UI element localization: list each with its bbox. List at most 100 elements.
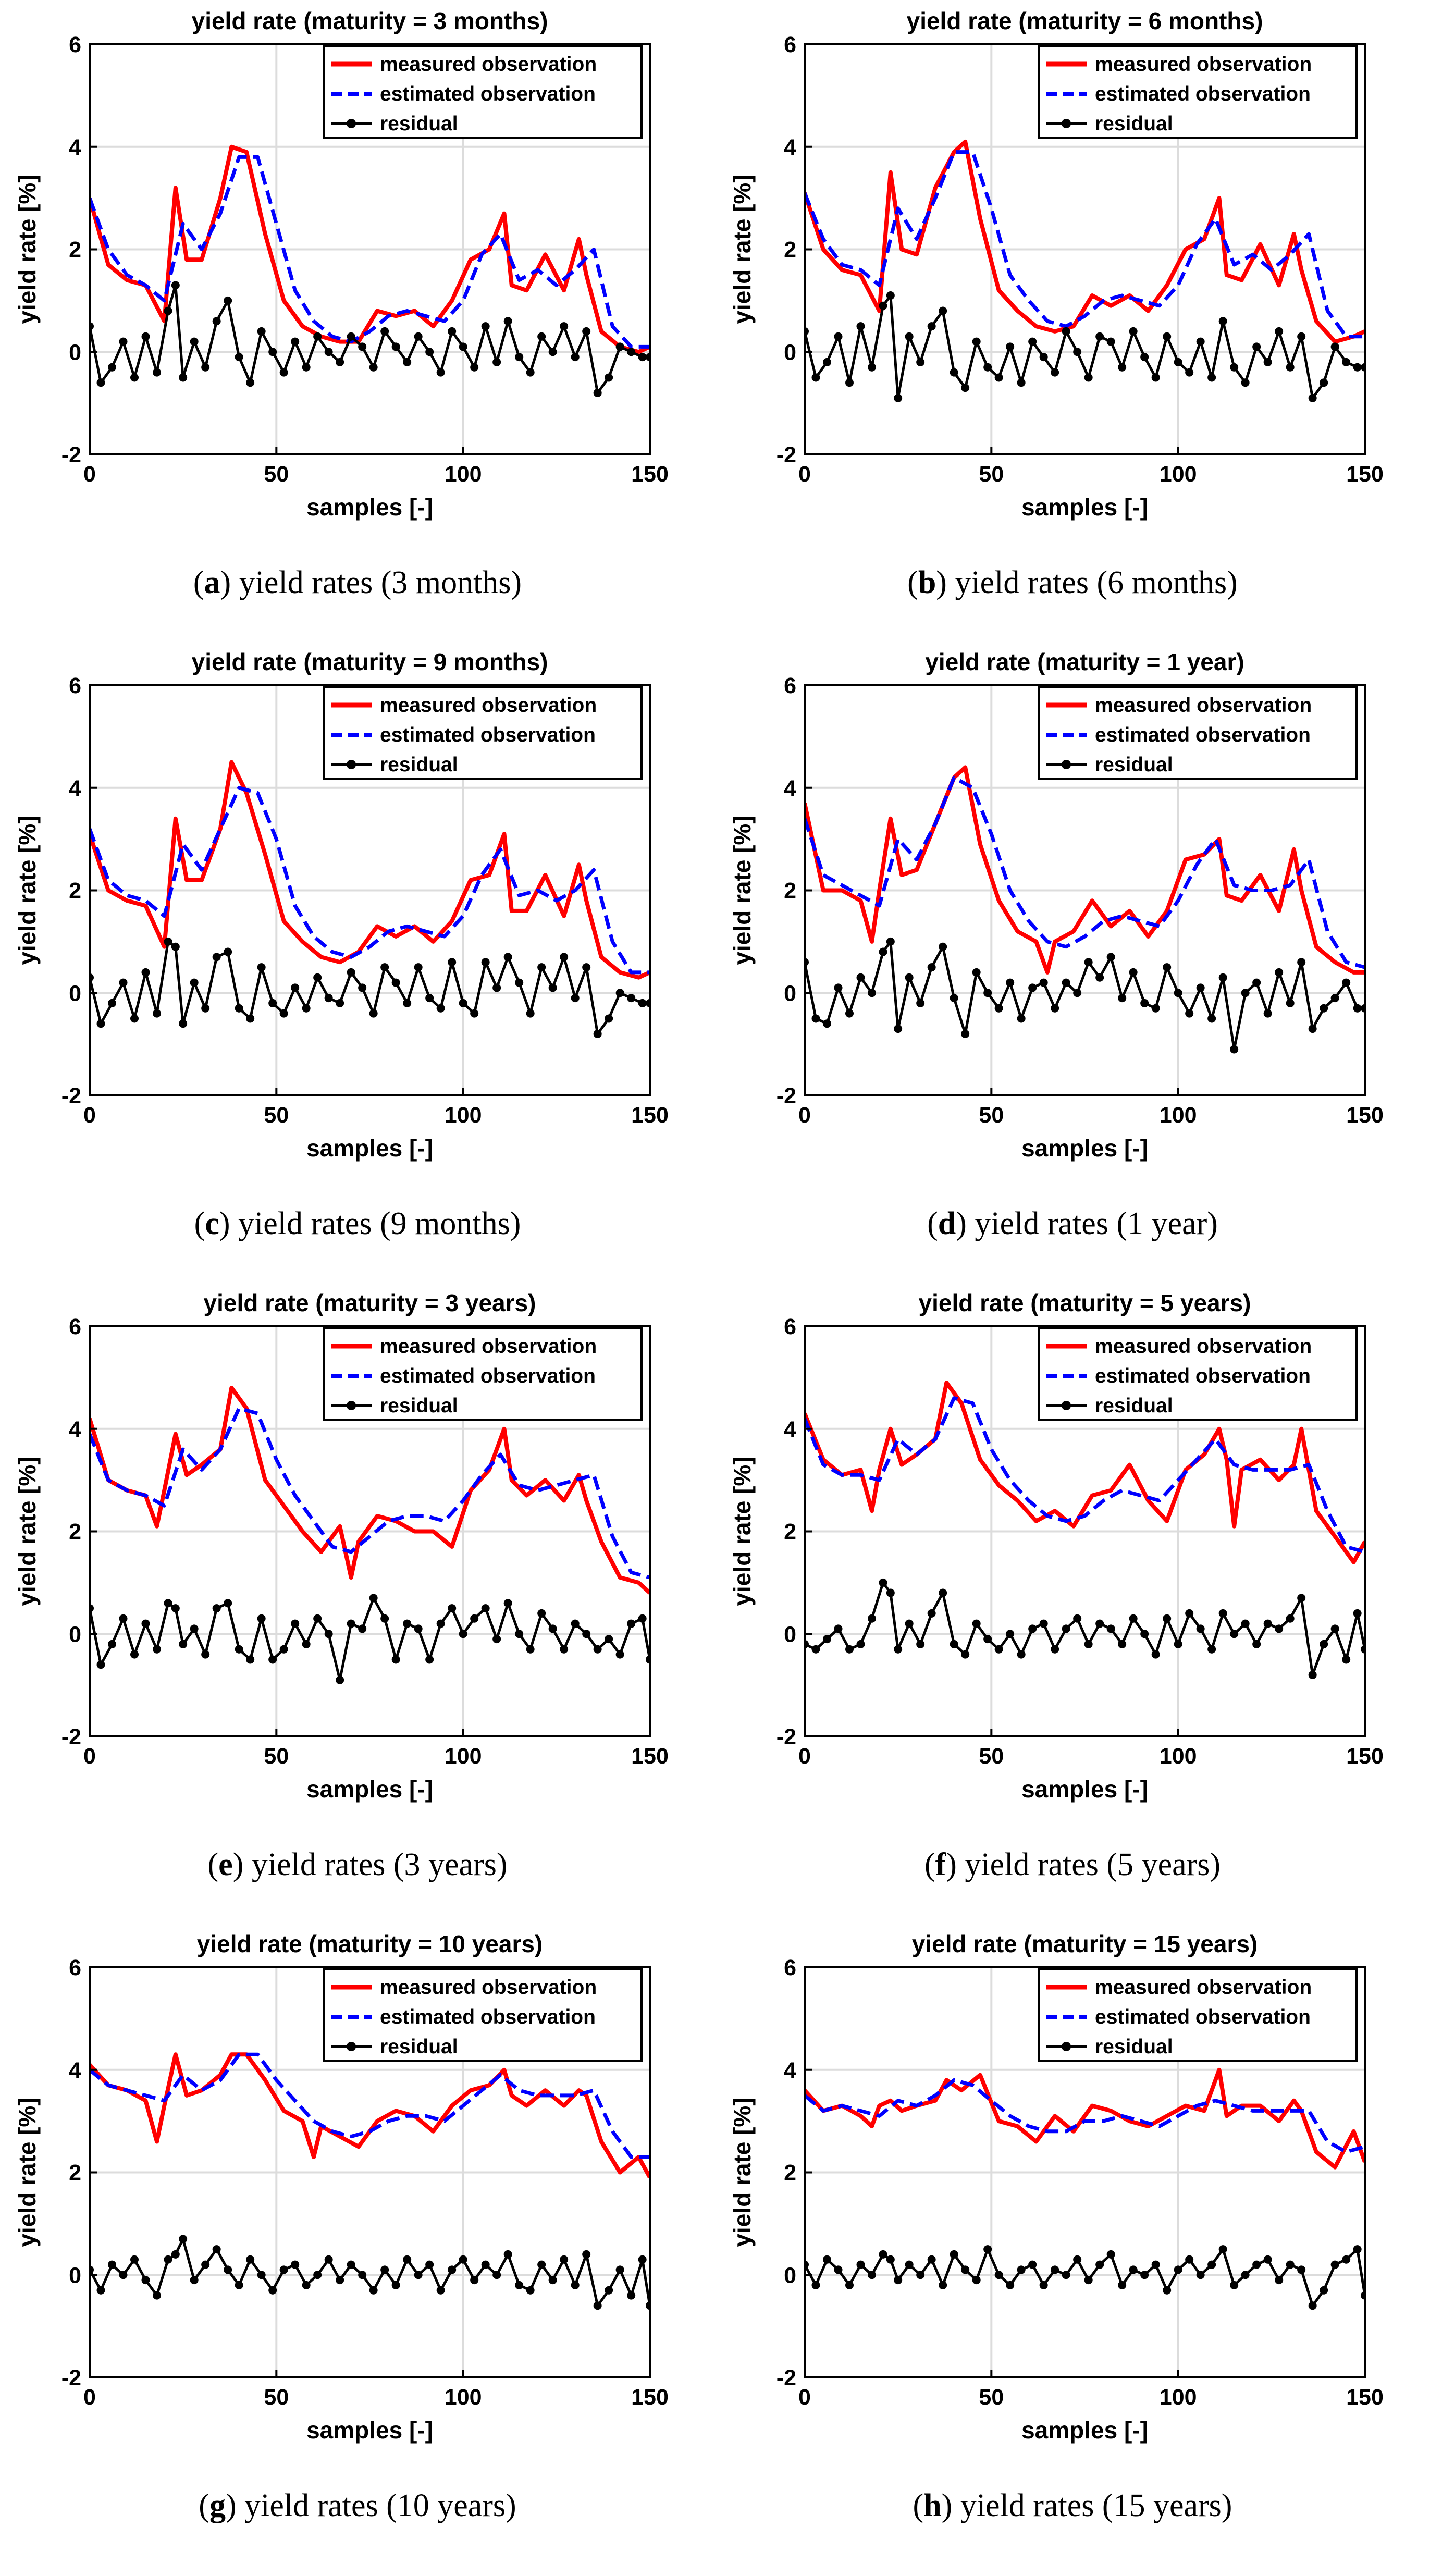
chart-panel-c: 0 50 100 150 -2 0 2 4 6 yield rate (maturity = 9 …	[0, 641, 715, 1282]
legend: measured observation estimated observatio…	[323, 686, 643, 780]
series-line-measured-observation	[805, 1381, 1365, 1564]
residual-point	[845, 2281, 854, 2289]
x-tick-label: 50	[264, 1744, 289, 1769]
residual-point	[212, 317, 221, 326]
x-tick-label: 0	[798, 462, 811, 487]
residual-point	[526, 1009, 535, 1018]
residual-point	[1106, 1624, 1115, 1633]
residual-point	[845, 1645, 854, 1654]
residual-point	[224, 1599, 232, 1608]
residual-point	[615, 989, 624, 997]
legend-marker	[1062, 1401, 1071, 1410]
residual-point	[164, 937, 172, 946]
residual-point	[171, 281, 180, 290]
x-tick-label: 150	[1346, 1744, 1384, 1769]
y-tick-label: 0	[784, 1622, 796, 1647]
residual-point	[886, 937, 895, 946]
residual-point	[1241, 1619, 1250, 1628]
residual-point	[358, 2271, 367, 2279]
caption-letter: a	[204, 565, 220, 600]
residual-point	[515, 1630, 524, 1638]
residual-point	[638, 2255, 647, 2264]
legend-marker	[347, 119, 356, 128]
residual-point	[1286, 1614, 1295, 1623]
legend: measured observation estimated observatio…	[323, 45, 643, 139]
residual-point	[1140, 353, 1149, 362]
residual-point	[246, 1655, 255, 1664]
residual-point	[369, 363, 378, 372]
caption-text: yield rates (6 months)	[955, 565, 1238, 600]
residual-point	[983, 2245, 992, 2254]
y-axis-label: yield rate [%]	[14, 175, 41, 324]
residual-point	[302, 2281, 311, 2289]
x-tick-label: 100	[445, 1103, 482, 1128]
series-line-estimated-observation	[90, 1406, 650, 1580]
residual-point	[593, 1029, 602, 1038]
x-axis-label: samples [-]	[306, 1135, 433, 1162]
x-tick-label: 100	[445, 1744, 482, 1769]
x-tick-label: 100	[445, 2385, 482, 2410]
residual-point	[868, 1614, 876, 1623]
legend-box	[1038, 686, 1358, 780]
legend-box	[323, 1968, 643, 2062]
residual-point	[503, 1599, 512, 1608]
series-line-residual	[90, 284, 650, 395]
legend-entry: measured observation	[380, 53, 597, 76]
y-tick-label: 4	[69, 1417, 81, 1442]
series-line-residual	[805, 2248, 1365, 2307]
series-line-residual	[90, 2237, 650, 2307]
residual-point	[1308, 2301, 1317, 2310]
legend-entry: residual	[380, 113, 458, 135]
caption-text: yield rates (5 years)	[965, 1847, 1221, 1882]
residual-point	[1084, 1640, 1093, 1648]
residual-point	[1017, 2265, 1026, 2274]
y-axis-label: yield rate [%]	[729, 816, 756, 965]
residual-point	[834, 983, 843, 992]
residual-point	[1330, 342, 1339, 351]
legend-entry: residual	[380, 2036, 458, 2058]
residual-point	[560, 1645, 569, 1654]
residual-point	[1330, 2260, 1339, 2269]
residual-point	[403, 1619, 412, 1628]
residual-point	[927, 963, 936, 972]
residual-point	[811, 1645, 820, 1654]
residual-point	[380, 963, 389, 972]
legend-entry: measured observation	[380, 1335, 597, 1358]
legend-entry: residual	[1095, 754, 1173, 776]
residual-point	[994, 1645, 1003, 1654]
residual-point	[257, 1614, 266, 1623]
residual-point	[856, 322, 865, 331]
series-group	[805, 765, 1365, 1054]
residual-point	[811, 373, 820, 382]
residual-point	[268, 1655, 277, 1664]
residual-point	[1218, 317, 1227, 326]
series-group	[90, 2052, 650, 2310]
x-tick-label: 100	[1160, 1744, 1197, 1769]
caption-letter: b	[918, 565, 936, 600]
y-tick-label: 6	[784, 32, 796, 57]
legend: measured observation estimated observatio…	[323, 1327, 643, 1421]
residual-point	[811, 2281, 820, 2289]
residual-point	[279, 1645, 288, 1654]
residual-point	[1106, 337, 1115, 346]
residual-point	[571, 353, 580, 362]
residual-point	[119, 1614, 128, 1623]
figure-caption: (b) yield rates (6 months)	[907, 565, 1238, 600]
residual-point	[1252, 342, 1261, 351]
series-line-residual	[90, 1596, 650, 1682]
residual-point	[448, 2265, 457, 2274]
residual-point	[879, 947, 887, 956]
residual-point	[268, 999, 277, 1007]
chart-title: yield rate (maturity = 6 months)	[907, 7, 1263, 34]
residual-point	[1342, 978, 1351, 987]
residual-point	[164, 306, 172, 315]
residual-point	[369, 2286, 378, 2295]
x-tick-label: 50	[979, 2385, 1004, 2410]
residual-point	[605, 2286, 613, 2295]
residual-point	[593, 1645, 602, 1654]
residual-point	[1118, 363, 1127, 372]
residual-point	[1342, 1655, 1351, 1664]
